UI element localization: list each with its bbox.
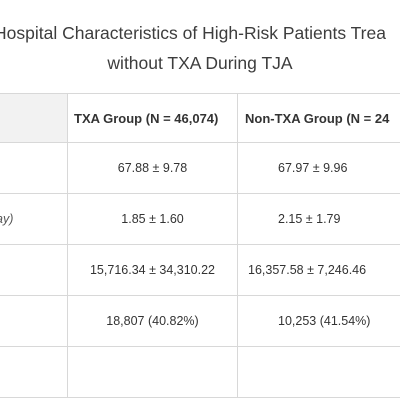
table-row: 67.88 ± 9.78 67.97 ± 9.96 xyxy=(0,143,400,194)
txa-value: 18,807 (40.82%) xyxy=(68,296,238,346)
row-label xyxy=(0,347,68,397)
non-txa-value: 16,357.58 ± 7,246.46 xyxy=(248,263,367,277)
row-label: ay) xyxy=(0,194,68,244)
non-txa-value xyxy=(238,347,400,397)
table-row: ay) 1.85 ± 1.60 2.15 ± 1.79 xyxy=(0,194,400,245)
txa-value xyxy=(68,347,238,397)
header-cell-label xyxy=(0,94,68,142)
row-label xyxy=(0,296,68,346)
row-label xyxy=(0,143,68,193)
row-label-text: ay) xyxy=(0,212,14,226)
non-txa-value: 10,253 (41.54%) xyxy=(278,314,371,328)
header-cell-txa-group: TXA Group (N = 46,074) xyxy=(68,94,238,142)
non-txa-value: 67.97 ± 9.96 xyxy=(278,161,348,175)
table-row: 15,716.34 ± 34,310.22 16,357.58 ± 7,246.… xyxy=(0,245,400,296)
table-title-line-1: Hospital Characteristics of High-Risk Pa… xyxy=(0,23,386,43)
characteristics-table: TXA Group (N = 46,074) Non-TXA Group (N … xyxy=(0,93,400,398)
txa-value: 67.88 ± 9.78 xyxy=(68,143,238,193)
table-title-line-2: without TXA During TJA xyxy=(107,53,293,73)
txa-value: 15,716.34 ± 34,310.22 xyxy=(68,245,238,295)
table-row: 18,807 (40.82%) 10,253 (41.54%) xyxy=(0,296,400,347)
table-header-row: TXA Group (N = 46,074) Non-TXA Group (N … xyxy=(0,94,400,143)
non-txa-value: 2.15 ± 1.79 xyxy=(278,212,341,226)
header-cell-non-txa-group: Non-TXA Group (N = 24 xyxy=(245,110,390,126)
row-label xyxy=(0,245,68,295)
table-row xyxy=(0,347,400,398)
txa-value: 1.85 ± 1.60 xyxy=(68,194,238,244)
